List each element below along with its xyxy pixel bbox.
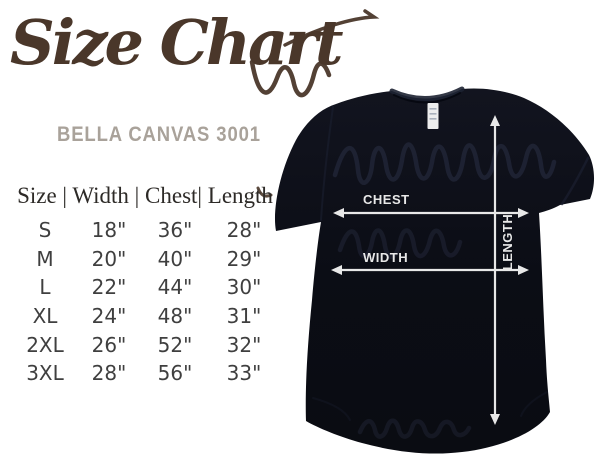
cell-chest: 40" xyxy=(157,246,193,271)
width-arrow xyxy=(331,265,529,275)
cell-size: XL xyxy=(32,304,58,329)
cell-size: 3XL xyxy=(26,361,64,386)
table-row: 3XL 28" 56" 33" xyxy=(12,359,278,388)
cell-length: 32" xyxy=(226,332,262,357)
cell-size: L xyxy=(39,275,51,300)
cell-width: 26" xyxy=(91,332,127,357)
fabric-folds xyxy=(312,106,590,421)
width-label: WIDTH xyxy=(363,250,408,265)
cell-length: 31" xyxy=(226,304,262,329)
table-row: S 18" 36" 28" xyxy=(12,216,278,245)
cell-chest: 52" xyxy=(157,332,193,357)
subtitle: BELLA CANVAS 3001 xyxy=(57,123,261,146)
cell-width: 20" xyxy=(91,246,127,271)
cell-width: 18" xyxy=(91,218,127,243)
watermark-squiggle xyxy=(332,142,557,439)
cell-length: 29" xyxy=(226,246,262,271)
chest-label: CHEST xyxy=(363,192,410,207)
cell-size: M xyxy=(36,246,54,271)
collar xyxy=(389,86,465,104)
page-title: Size Chart xyxy=(10,6,343,79)
length-label: LENGTH xyxy=(500,214,515,270)
table-row: M 20" 40" 29" xyxy=(12,245,278,274)
cell-length: 33" xyxy=(226,361,262,386)
table-row: L 22" 44" 30" xyxy=(12,273,278,302)
chest-arrow xyxy=(333,208,529,218)
cell-chest: 36" xyxy=(157,218,193,243)
cell-size: 2XL xyxy=(26,332,64,357)
cell-width: 24" xyxy=(91,304,127,329)
title-flourish xyxy=(249,9,380,198)
neck-label xyxy=(427,103,439,129)
cell-chest: 48" xyxy=(157,304,193,329)
cell-width: 22" xyxy=(91,275,127,300)
size-table-header: Size | Width | Chest| Length xyxy=(17,183,273,208)
cell-length: 30" xyxy=(226,275,262,300)
cell-chest: 44" xyxy=(157,275,193,300)
table-row: XL 24" 48" 31" xyxy=(12,302,278,331)
cell-length: 28" xyxy=(226,218,262,243)
table-row: 2XL 26" 52" 32" xyxy=(12,330,278,359)
cell-size: S xyxy=(38,218,52,243)
cell-chest: 56" xyxy=(157,361,193,386)
cell-width: 28" xyxy=(91,361,127,386)
size-table: Size | Width | Chest| Length S 18" 36" 2… xyxy=(12,183,278,388)
